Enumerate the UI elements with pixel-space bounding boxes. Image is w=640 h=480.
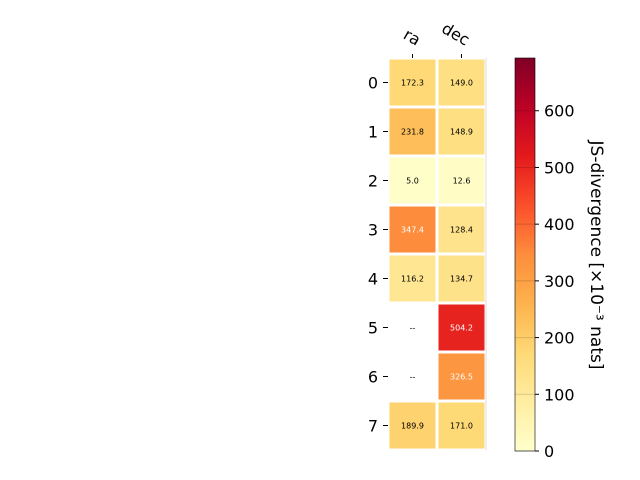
heatmap-cells: 172.3 149.0 231.8 148.9 5.0 12.6 347.4 128.4 116…	[389, 58, 487, 450]
column-label: dec	[439, 19, 473, 50]
cell-value-label: 128.4	[450, 226, 473, 235]
colorbar-tick-label: 600	[544, 102, 575, 121]
heatmap-cell	[438, 255, 485, 302]
colorbar-tick-label: 100	[544, 385, 575, 404]
row-label: 4	[368, 270, 378, 289]
row-label: 2	[368, 172, 378, 191]
cell-value-label: 326.5	[450, 373, 473, 382]
cell-value-label: 148.9	[450, 128, 473, 137]
row-label: 0	[368, 74, 378, 93]
heatmap-cell	[438, 402, 485, 449]
colorbar-tick-label: 500	[544, 158, 575, 177]
cell-value-label: 5.0	[406, 177, 419, 186]
heatmap-cell	[389, 402, 436, 449]
heatmap-cell	[389, 157, 436, 204]
heatmap-cell	[389, 108, 436, 155]
cell-value-label: 347.4	[401, 226, 424, 235]
cell-value-label: 149.0	[450, 79, 473, 88]
heatmap-cell	[438, 206, 485, 253]
colorbar-tick-label: 300	[544, 272, 575, 291]
cell-value-label: 189.9	[401, 422, 424, 431]
colorbar-tick-label: 0	[544, 442, 554, 461]
row-label: 1	[368, 123, 378, 142]
heatmap-cell	[438, 353, 485, 400]
cell-value-label: 116.2	[401, 275, 424, 284]
column-labels: ra dec	[400, 19, 473, 58]
colorbar: 0 100 200 300 400 500 600	[514, 57, 575, 461]
cell-value-label: 134.7	[450, 275, 473, 284]
heatmap-cell	[438, 59, 485, 106]
cell-value-label: --	[410, 324, 416, 333]
cell-value-label: 231.8	[401, 128, 424, 137]
heatmap-cell	[389, 206, 436, 253]
heatmap-cell	[389, 59, 436, 106]
colorbar-tick-label: 200	[544, 329, 575, 348]
heatmap-cell	[438, 304, 485, 351]
row-labels: 0 1 2 3 4 5 6 7	[368, 74, 388, 436]
cell-value-label: 172.3	[401, 79, 424, 88]
colorbar-tick-label: 400	[544, 215, 575, 234]
colorbar-label: JS-divergence [×10⁻³ nats]	[586, 140, 606, 370]
heatmap-cell	[438, 108, 485, 155]
heatmap-cell	[438, 157, 485, 204]
cell-value-label: 12.6	[453, 177, 471, 186]
cell-value-label: 504.2	[450, 324, 473, 333]
column-label: ra	[400, 25, 424, 50]
row-label: 6	[368, 368, 378, 387]
row-label: 7	[368, 417, 378, 436]
colorbar-gradient	[514, 57, 536, 452]
row-label: 5	[368, 319, 378, 338]
cell-value-label: --	[410, 373, 416, 382]
cell-value-label: 171.0	[450, 422, 473, 431]
row-label: 3	[368, 221, 378, 240]
heatmap-cell	[389, 255, 436, 302]
